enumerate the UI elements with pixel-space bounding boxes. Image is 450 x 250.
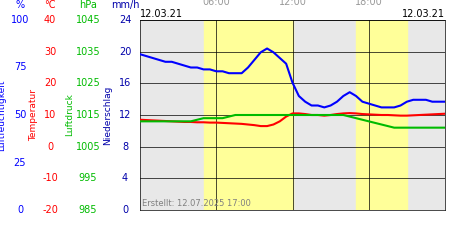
Text: hPa: hPa bbox=[79, 0, 97, 10]
Text: 30: 30 bbox=[44, 47, 56, 57]
Text: 1015: 1015 bbox=[76, 110, 100, 120]
Text: 25: 25 bbox=[14, 158, 26, 168]
Text: 24: 24 bbox=[119, 15, 131, 25]
Text: 995: 995 bbox=[79, 173, 97, 183]
Text: 100: 100 bbox=[11, 15, 29, 25]
Text: -10: -10 bbox=[42, 173, 58, 183]
Text: Niederschlag: Niederschlag bbox=[104, 85, 112, 145]
Text: 18:00: 18:00 bbox=[355, 0, 382, 8]
Text: 0: 0 bbox=[47, 142, 53, 152]
Text: 20: 20 bbox=[119, 47, 131, 57]
Text: 0: 0 bbox=[122, 205, 128, 215]
Text: Temperatur: Temperatur bbox=[30, 89, 39, 141]
Text: 1025: 1025 bbox=[76, 78, 100, 88]
Text: 06:00: 06:00 bbox=[202, 0, 230, 8]
Text: 985: 985 bbox=[79, 205, 97, 215]
Text: 75: 75 bbox=[14, 62, 26, 72]
Text: 10: 10 bbox=[44, 110, 56, 120]
Text: %: % bbox=[15, 0, 25, 10]
Text: Luftfeuchtigkeit: Luftfeuchtigkeit bbox=[0, 79, 6, 151]
Bar bbox=[356, 20, 407, 210]
Text: 1035: 1035 bbox=[76, 47, 100, 57]
Text: Erstellt: 12.07.2025 17:00: Erstellt: 12.07.2025 17:00 bbox=[142, 198, 251, 207]
Text: 16: 16 bbox=[119, 78, 131, 88]
Text: 0: 0 bbox=[17, 205, 23, 215]
Text: °C: °C bbox=[44, 0, 56, 10]
Text: -20: -20 bbox=[42, 205, 58, 215]
Text: 20: 20 bbox=[44, 78, 56, 88]
Text: 12: 12 bbox=[119, 110, 131, 120]
Bar bbox=[203, 20, 292, 210]
Text: 8: 8 bbox=[122, 142, 128, 152]
Text: 40: 40 bbox=[44, 15, 56, 25]
Text: 50: 50 bbox=[14, 110, 26, 120]
Text: Luftdruck: Luftdruck bbox=[66, 94, 75, 136]
Text: mm/h: mm/h bbox=[111, 0, 139, 10]
Text: 1005: 1005 bbox=[76, 142, 100, 152]
Text: 12.03.21: 12.03.21 bbox=[402, 9, 445, 19]
Text: 12:00: 12:00 bbox=[279, 0, 306, 8]
Text: 12.03.21: 12.03.21 bbox=[140, 9, 183, 19]
Text: 1045: 1045 bbox=[76, 15, 100, 25]
Text: 4: 4 bbox=[122, 173, 128, 183]
